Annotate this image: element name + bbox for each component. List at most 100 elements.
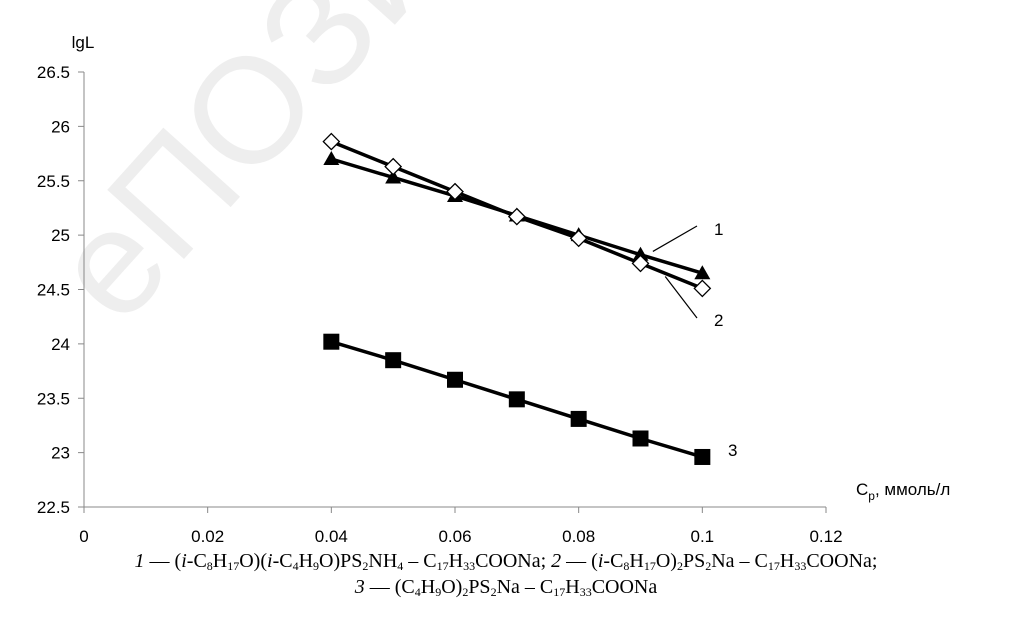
caption-text: COONa — [591, 576, 658, 598]
series-2-point — [569, 229, 588, 248]
caption-text: COONa; — [806, 550, 878, 572]
series-2-point — [446, 182, 464, 201]
caption-sub: 33 — [794, 559, 807, 573]
caption-text: COONa; — [475, 550, 552, 572]
y-tick-label: 23.5 — [37, 389, 70, 408]
caption-sub: 4 — [414, 585, 421, 599]
caption-num-2: 2 — [551, 550, 562, 572]
caption-sub: 8 — [206, 559, 213, 573]
x-tick-label: 0 — [79, 527, 88, 545]
figure-caption: 1 — (i-C8H17O)(i-C4H9O)PS2NH4 – C17H33CO… — [0, 548, 1012, 600]
x-tick-label: 0.08 — [562, 527, 595, 545]
y-tick-label: 26 — [51, 117, 70, 136]
caption-text: O)( — [239, 550, 267, 572]
series-layer — [322, 132, 712, 465]
series-1-point — [632, 246, 649, 261]
curve-label-2: 2 — [714, 311, 723, 330]
series-3-point — [694, 448, 711, 465]
series-3-point — [632, 430, 649, 447]
caption-text: -C — [186, 550, 207, 572]
caption-text: -C — [272, 550, 293, 572]
caption-line-2: 3 — (C4H9O)2PS2Na – C17H33COONa — [0, 574, 1012, 600]
caption-sub: 17 — [436, 559, 449, 573]
caption-text: H — [565, 576, 580, 598]
caption-text: H — [779, 550, 795, 572]
series-2-point — [631, 254, 650, 273]
caption-sub: 17 — [767, 559, 780, 573]
caption-italic: i — [597, 550, 604, 572]
x-tick-label: 0.02 — [191, 527, 224, 545]
caption-sub: 9 — [313, 559, 320, 573]
leader-line-1 — [652, 225, 698, 252]
curve-label-1: 1 — [714, 220, 723, 239]
series-3-point — [508, 391, 525, 408]
caption-num-3: 3 — [354, 576, 365, 598]
caption-sub: 2 — [705, 559, 712, 573]
x-tick-label: 0.04 — [315, 527, 348, 545]
series-2-point — [507, 207, 526, 226]
watermark: еПОЗИТ — [19, 0, 544, 351]
x-axis-label: Cр, ммоль/л — [856, 480, 950, 503]
caption-text: — ( — [144, 550, 182, 572]
caption-sub: 17 — [643, 559, 656, 573]
caption-text: Na – C — [496, 576, 554, 598]
caption-text: PS — [468, 576, 491, 598]
series-1-point — [385, 169, 402, 184]
series-3-point — [323, 333, 340, 350]
caption-sub: 2 — [362, 559, 369, 573]
caption-sub: 4 — [292, 559, 299, 573]
caption-italic: i — [267, 550, 273, 572]
caption-text: — ( — [561, 550, 598, 572]
x-tick-label: 0.06 — [438, 527, 471, 545]
caption-sub: 33 — [463, 559, 476, 573]
y-axis-label: lgL — [72, 33, 95, 52]
caption-text: NH — [368, 550, 398, 572]
series-2-point — [322, 132, 341, 151]
series-1-point — [694, 265, 711, 280]
caption-sub: 17 — [553, 585, 566, 599]
caption-text: Na – C — [711, 550, 768, 572]
y-tick-label: 24 — [51, 335, 70, 354]
caption-sub: 8 — [623, 559, 630, 573]
x-tick-label: 0.12 — [809, 527, 842, 545]
caption-line-1: 1 — (i-C8H17O)(i-C4H9O)PS2NH4 – C17H33CO… — [0, 548, 1012, 574]
watermark-text: еПОЗИТ — [19, 0, 544, 351]
y-tick-label: 25 — [51, 226, 70, 245]
curve-label-3: 3 — [728, 441, 737, 460]
caption-text: H — [212, 550, 228, 572]
series-3-point — [570, 410, 587, 427]
y-tick-label: 24.5 — [37, 281, 70, 300]
caption-text: — (C — [364, 576, 415, 598]
caption-text: O)PS — [319, 550, 363, 572]
series-2-point — [693, 279, 712, 298]
y-tick-label: 25.5 — [37, 172, 70, 191]
caption-text: PS — [682, 550, 706, 572]
caption-sub: 17 — [227, 559, 240, 573]
caption-text: H — [448, 550, 464, 572]
caption-sub: 33 — [579, 585, 592, 599]
caption-text: -C — [603, 550, 624, 572]
caption-italic: i — [181, 550, 187, 572]
caption-text: – C — [403, 550, 437, 572]
y-tick-label: 23 — [51, 444, 70, 463]
caption-num-1: 1 — [134, 550, 145, 572]
caption-sub: 2 — [676, 559, 683, 573]
series-2-point — [384, 157, 403, 176]
x-tick-label: 0.1 — [691, 527, 715, 545]
caption-text: H — [420, 576, 436, 598]
caption-sub: 4 — [397, 559, 404, 573]
labels: 1 2 3 — [652, 220, 737, 460]
caption-text: O) — [655, 550, 677, 572]
leader-line-2 — [664, 276, 698, 319]
series-3-point — [385, 352, 402, 369]
y-tick-label: 26.5 — [37, 63, 70, 82]
y-tick-label: 22.5 — [37, 498, 70, 517]
caption-sub: 9 — [435, 585, 442, 599]
series-3-point — [447, 371, 463, 388]
series-1-point — [323, 151, 340, 165]
caption-sub: 2 — [490, 585, 497, 599]
caption-text: H — [629, 550, 644, 572]
caption-text: O) — [441, 576, 463, 598]
